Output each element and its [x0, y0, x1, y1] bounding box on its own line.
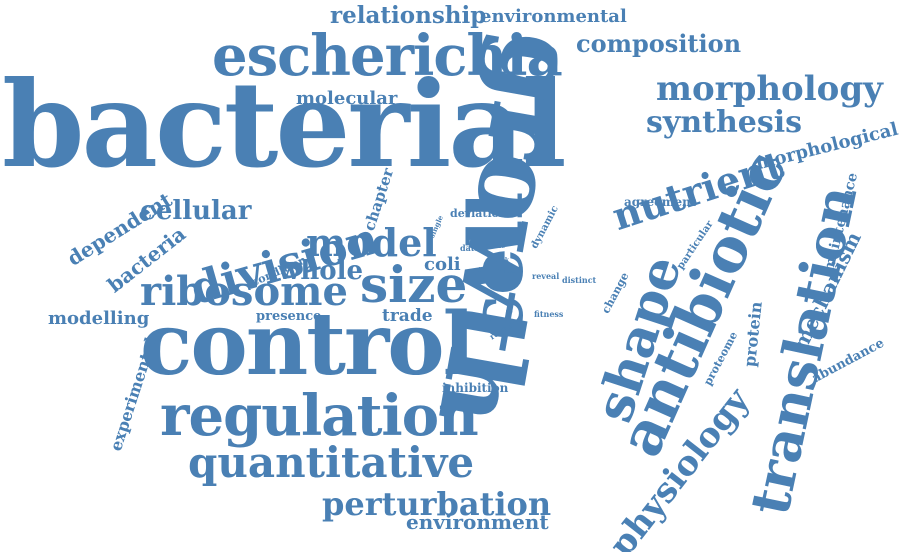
word-relationship: relationship	[330, 2, 487, 29]
word-trade: trade	[382, 306, 433, 326]
word-data: data	[460, 243, 480, 253]
word-mode: mode	[484, 241, 506, 250]
word-deviation: deviation	[450, 207, 507, 220]
word-presence: presence	[256, 309, 322, 324]
word-environment: environment	[406, 510, 549, 534]
word-bacterial: bacterial	[2, 55, 567, 194]
word-inhibition: inhibition	[442, 381, 509, 395]
word-synthesis: synthesis	[646, 105, 803, 140]
word-rate: rate	[498, 265, 517, 275]
word-regulation: regulation	[160, 383, 479, 449]
word-single: single	[427, 213, 445, 240]
word-size: size	[360, 255, 468, 314]
word-control: control	[140, 294, 475, 395]
word-coli: coli	[424, 254, 461, 275]
word-fitness: fitness	[534, 309, 564, 319]
word-quantitative: quantitative	[188, 438, 475, 487]
word-perturbation: perturbation	[322, 485, 552, 523]
word-molecular: molecular	[296, 88, 398, 109]
word-whole: whole	[278, 256, 364, 286]
word-composition: composition	[576, 29, 742, 58]
word-reveal: reveal	[532, 271, 560, 281]
word-cellular: cellular	[140, 196, 252, 226]
word-morphology: morphology	[656, 69, 883, 109]
word-escherichia: escherichia	[212, 23, 563, 89]
word-distinct: distinct	[562, 275, 597, 285]
word-modelling: modelling	[48, 308, 150, 329]
word-model: model	[306, 220, 437, 265]
word-agreement: agreement	[624, 195, 697, 209]
word-ribosome: ribosome	[140, 268, 348, 315]
word-environmental: environmental	[480, 6, 627, 27]
word-link: link	[496, 257, 510, 264]
word-protein: protein	[740, 300, 766, 368]
